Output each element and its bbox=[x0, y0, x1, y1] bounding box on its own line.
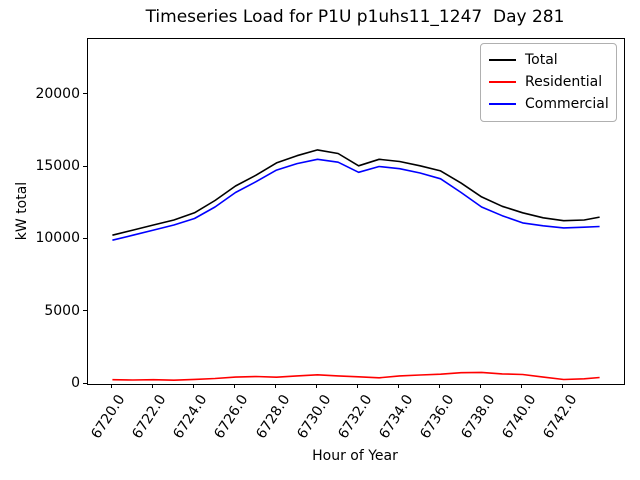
x-tick-mark bbox=[192, 384, 194, 388]
x-tick-label-text: 6720.0 bbox=[88, 392, 129, 442]
legend-row: Total bbox=[489, 49, 608, 71]
y-tick-label: 0 bbox=[71, 375, 80, 391]
x-tick-mark bbox=[110, 384, 112, 388]
series-line-commercial bbox=[112, 158, 600, 241]
plot-lines-svg bbox=[112, 149, 600, 382]
x-tick-mark bbox=[521, 384, 523, 388]
x-tick-label-text: 6728.0 bbox=[252, 392, 293, 442]
x-tick-mark bbox=[275, 384, 276, 388]
y-tick-mark bbox=[83, 165, 87, 167]
y-tick-mark bbox=[83, 382, 87, 384]
series-line-residential bbox=[112, 371, 600, 382]
y-tick-label: 15000 bbox=[35, 158, 80, 175]
legend-label-residential: Residential bbox=[525, 74, 603, 90]
legend-line-swatch-total bbox=[489, 59, 516, 61]
y-tick-label: 10000 bbox=[35, 230, 80, 247]
y-tick-mark bbox=[83, 237, 87, 239]
x-tick-label-text: 6722.0 bbox=[129, 392, 170, 442]
y-tick-label: 5000 bbox=[44, 302, 80, 319]
x-tick-mark bbox=[398, 384, 400, 388]
x-tick-label-text: 6730.0 bbox=[293, 392, 334, 442]
x-tick-mark bbox=[233, 384, 235, 388]
x-tick-mark bbox=[357, 384, 359, 388]
legend-row: Commercial bbox=[489, 93, 609, 115]
y-tick-mark bbox=[83, 310, 87, 312]
x-tick-label-text: 6734.0 bbox=[375, 392, 416, 442]
x-tick-mark bbox=[316, 384, 318, 388]
legend-row: Residential bbox=[489, 71, 608, 93]
plot-area bbox=[87, 38, 625, 385]
legend-line-swatch-residential bbox=[489, 81, 516, 83]
y-tick-label: 20000 bbox=[35, 85, 80, 102]
y-tick-mark bbox=[83, 93, 87, 95]
x-axis-label: Hour of Year bbox=[312, 448, 398, 464]
x-tick-label-text: 6736.0 bbox=[416, 392, 458, 442]
x-tick-label-text: 6742.0 bbox=[540, 392, 581, 442]
x-tick-label-text: 6738.0 bbox=[457, 392, 499, 442]
x-tick-label-text: 6740.0 bbox=[498, 392, 540, 442]
legend-label-total: Total bbox=[525, 52, 558, 68]
x-tick-label-text: 6732.0 bbox=[334, 392, 375, 442]
x-tick-label-text: 6726.0 bbox=[211, 392, 252, 442]
legend-label-commercial: Commercial bbox=[525, 96, 609, 112]
x-tick-mark bbox=[151, 384, 153, 388]
x-tick-mark bbox=[480, 384, 482, 388]
x-tick-mark bbox=[439, 384, 441, 388]
chart-title: Timeseries Load for P1U p1uhs11_1247 Day… bbox=[145, 7, 565, 27]
legend-line-swatch-commercial bbox=[489, 103, 516, 105]
series-line-total bbox=[112, 149, 600, 236]
x-tick-label-text: 6724.0 bbox=[170, 392, 211, 442]
legend: Total Residential Commercial bbox=[480, 43, 617, 122]
x-tick-mark bbox=[562, 384, 564, 388]
